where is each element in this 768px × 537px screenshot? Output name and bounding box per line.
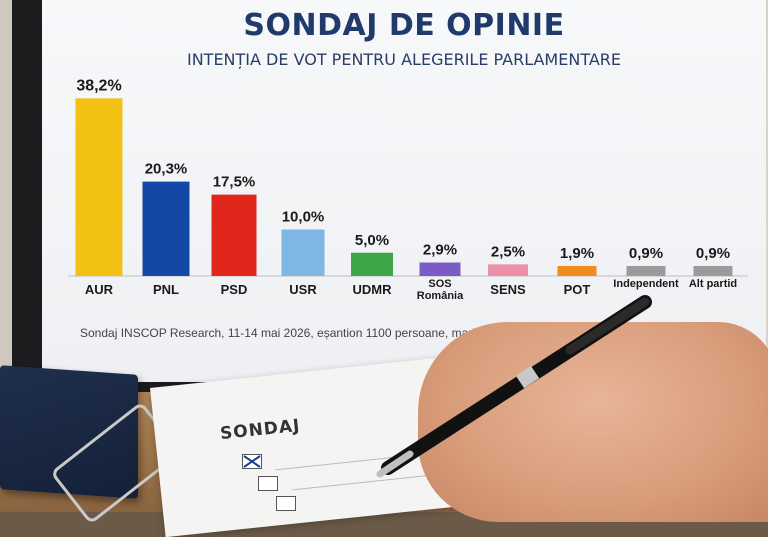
- category-label: Independent: [613, 278, 679, 290]
- bar-chart: 38,2% AUR 20,3% PNL 17,5% PSD 10,0% USR 5,0% UDMR…: [68, 77, 748, 302]
- bar-usr: [281, 229, 325, 276]
- category-label: SOS: [428, 278, 451, 290]
- bar-udmr: [351, 252, 393, 276]
- bar-pnl: [142, 181, 190, 276]
- bar-psd: [211, 194, 257, 276]
- data-label: 38,2%: [76, 77, 121, 94]
- chart-title: SONDAJ DE OPINIE: [243, 8, 565, 43]
- ballot-checkbox: [276, 496, 296, 511]
- poll-source-footnote: Sondaj INSCOP Research, 11-14 mai 2026, …: [80, 326, 564, 340]
- monitor-screen: SONDAJ DE OPINIE INTENȚIA DE VOT PENTRU …: [42, 0, 766, 382]
- bar-sos-românia: [419, 262, 461, 276]
- data-label: 17,5%: [213, 174, 256, 191]
- data-label: 2,9%: [423, 242, 457, 259]
- hand: [418, 322, 768, 522]
- data-label: 1,9%: [560, 245, 594, 262]
- category-label: POT: [564, 282, 591, 297]
- ballot-checkbox-checked: [242, 454, 262, 469]
- category-label: Alt partid: [689, 278, 737, 290]
- category-label: România: [417, 290, 464, 302]
- data-label: 0,9%: [629, 245, 663, 262]
- data-label: 0,9%: [696, 245, 730, 262]
- data-label: 20,3%: [145, 161, 188, 178]
- category-label: AUR: [85, 282, 114, 297]
- ballot-checkbox: [258, 476, 278, 491]
- bar-pot: [557, 266, 597, 276]
- data-label: 10,0%: [282, 209, 325, 226]
- category-label: SENS: [490, 282, 526, 297]
- category-label: PSD: [221, 282, 248, 297]
- category-label: USR: [289, 282, 317, 297]
- category-label: UDMR: [353, 282, 393, 297]
- category-label: PNL: [153, 282, 179, 297]
- bar-sens: [488, 264, 528, 276]
- bar-independent: [626, 266, 666, 276]
- data-label: 2,5%: [491, 243, 525, 260]
- bar-alt-partid: [693, 266, 733, 276]
- bar-aur: [75, 98, 123, 277]
- checkmark-x-icon: [243, 455, 261, 468]
- data-label: 5,0%: [355, 232, 389, 249]
- pen: [376, 295, 652, 478]
- chart-subtitle: INTENȚIA DE VOT PENTRU ALEGERILE PARLAME…: [186, 50, 622, 69]
